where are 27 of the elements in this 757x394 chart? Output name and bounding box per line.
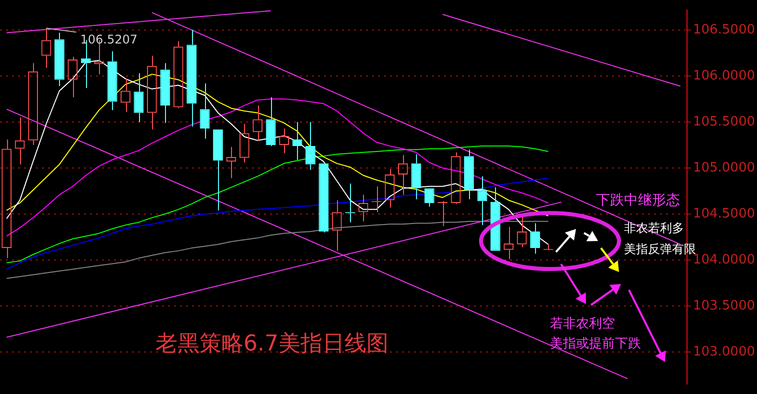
candlestick: [411, 154, 422, 200]
candlestick: [318, 162, 329, 233]
candlestick: [530, 222, 540, 254]
candlestick: [54, 32, 64, 87]
y-tick-label: 103.0000: [692, 344, 755, 360]
candlestick: [134, 72, 144, 123]
candlestick: [490, 186, 500, 251]
annotation: 106.5207: [80, 32, 138, 46]
candlestick: [186, 30, 197, 128]
candlestick: [200, 82, 210, 140]
y-tick-label: 105.0000: [692, 160, 755, 176]
candlestick: [160, 62, 170, 124]
y-tick-label: 106.5000: [692, 22, 755, 38]
annotation: 若非农利空: [550, 316, 615, 332]
y-tick-label: 103.5000: [692, 298, 755, 314]
candlestick: [266, 96, 276, 146]
candlestick: [213, 129, 223, 211]
candlestick: [464, 149, 474, 200]
annotation: 下跌中继形态: [596, 192, 680, 209]
annotation: 美指或提前下跌: [550, 335, 641, 352]
y-tick-label: 106.0000: [692, 68, 755, 84]
candlestick: [107, 50, 118, 111]
candlestick: [306, 122, 316, 170]
text: 老黑策略6.7美指日线图: [156, 332, 388, 357]
candlestick: [438, 200, 448, 226]
y-tick-label: 105.5000: [692, 114, 755, 130]
y-tick-label: 104.5000: [692, 206, 755, 222]
